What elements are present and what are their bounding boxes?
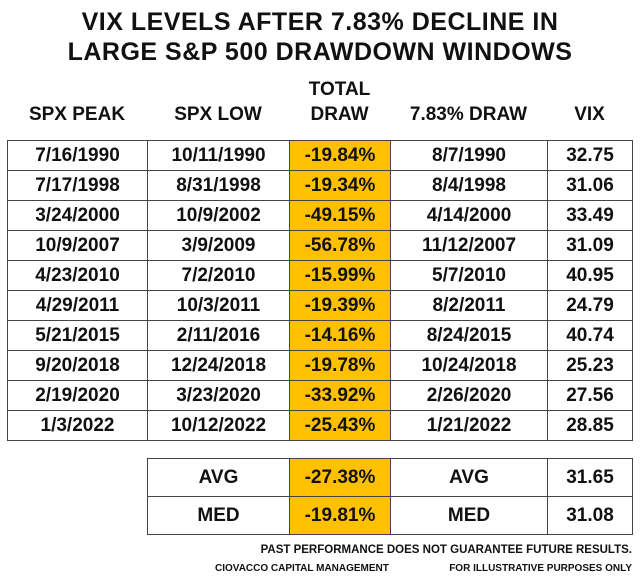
title-line-2: LARGE S&P 500 DRAWDOWN WINDOWS xyxy=(67,38,573,66)
cell-vix: 40.74 xyxy=(547,320,633,351)
cell-783-draw: 10/24/2018 xyxy=(390,350,548,381)
cell-vix: 31.06 xyxy=(547,170,633,201)
cell-spx-low: 10/3/2011 xyxy=(147,290,290,321)
table-row: 5/21/2015 2/11/2016 -14.16% 8/24/2015 40.74 xyxy=(7,320,633,351)
header-vix: VIX xyxy=(574,104,605,125)
table-row: 7/17/1998 8/31/1998 -19.34% 8/4/1998 31.06 xyxy=(7,170,633,201)
table-row: 9/20/2018 12/24/2018 -19.78% 10/24/2018 25.2… xyxy=(7,350,633,381)
header-total-line1: TOTAL xyxy=(308,79,371,100)
cell-total-draw: -49.15% xyxy=(289,200,391,231)
title-line-1: VIX LEVELS AFTER 7.83% DECLINE IN xyxy=(81,8,559,36)
cell-spx-peak: 7/17/1998 xyxy=(7,170,148,201)
cell-spx-low: 8/31/1998 xyxy=(147,170,290,201)
summary-row: AVG -27.38% AVG 31.65 xyxy=(147,458,633,497)
cell-spx-peak: 1/3/2022 xyxy=(7,410,148,441)
cell-vix: 24.79 xyxy=(547,290,633,321)
cell-783-draw: 11/12/2007 xyxy=(390,230,548,261)
cell-783-draw: 4/14/2000 xyxy=(390,200,548,231)
cell-spx-peak: 10/9/2007 xyxy=(7,230,148,261)
header-783-draw: 7.83% DRAW xyxy=(409,104,528,125)
illustrative-note: FOR ILLUSTRATIVE PURPOSES ONLY xyxy=(449,563,632,574)
summary-total-draw: -27.38% xyxy=(289,458,391,497)
cell-783-draw: 8/4/1998 xyxy=(390,170,548,201)
cell-total-draw: -19.34% xyxy=(289,170,391,201)
drawdown-table: 7/16/1990 10/11/1990 -19.84% 8/7/1990 32.75 7… xyxy=(7,140,633,441)
cell-total-draw: -14.16% xyxy=(289,320,391,351)
company-name: CIOVACCO CAPITAL MANAGEMENT xyxy=(215,563,389,574)
summary-table: AVG -27.38% AVG 31.65 MED -19.81% MED 31.08 xyxy=(147,458,633,535)
cell-spx-peak: 7/16/1990 xyxy=(7,140,148,171)
summary-row: MED -19.81% MED 31.08 xyxy=(147,496,633,535)
cell-total-draw: -19.39% xyxy=(289,290,391,321)
table-row: 10/9/2007 3/9/2009 -56.78% 11/12/2007 31.09 xyxy=(7,230,633,261)
cell-vix: 33.49 xyxy=(547,200,633,231)
cell-total-draw: -15.99% xyxy=(289,260,391,291)
cell-spx-low: 3/9/2009 xyxy=(147,230,290,261)
cell-spx-peak: 4/29/2011 xyxy=(7,290,148,321)
cell-spx-peak: 3/24/2000 xyxy=(7,200,148,231)
cell-spx-peak: 9/20/2018 xyxy=(7,350,148,381)
cell-vix: 40.95 xyxy=(547,260,633,291)
cell-783-draw: 8/2/2011 xyxy=(390,290,548,321)
cell-spx-low: 10/12/2022 xyxy=(147,410,290,441)
cell-spx-low: 7/2/2010 xyxy=(147,260,290,291)
table-row: 4/29/2011 10/3/2011 -19.39% 8/2/2011 24.79 xyxy=(7,290,633,321)
cell-vix: 27.56 xyxy=(547,380,633,411)
cell-spx-low: 10/9/2002 xyxy=(147,200,290,231)
summary-label: AVG xyxy=(147,458,290,497)
cell-total-draw: -19.84% xyxy=(289,140,391,171)
cell-spx-peak: 2/19/2020 xyxy=(7,380,148,411)
summary-label-2: AVG xyxy=(390,458,548,497)
cell-vix: 31.09 xyxy=(547,230,633,261)
cell-vix: 32.75 xyxy=(547,140,633,171)
table-row: 3/24/2000 10/9/2002 -49.15% 4/14/2000 33.49 xyxy=(7,200,633,231)
header-total-line2: DRAW xyxy=(310,104,369,125)
header-spx-peak: SPX PEAK xyxy=(28,104,126,125)
cell-spx-peak: 5/21/2015 xyxy=(7,320,148,351)
summary-label: MED xyxy=(147,496,290,535)
cell-total-draw: -25.43% xyxy=(289,410,391,441)
cell-783-draw: 1/21/2022 xyxy=(390,410,548,441)
table-row: 7/16/1990 10/11/1990 -19.84% 8/7/1990 32.75 xyxy=(7,140,633,171)
cell-783-draw: 5/7/2010 xyxy=(390,260,548,291)
cell-spx-low: 2/11/2016 xyxy=(147,320,290,351)
cell-total-draw: -56.78% xyxy=(289,230,391,261)
table-row: 1/3/2022 10/12/2022 -25.43% 1/21/2022 28.85 xyxy=(7,410,633,441)
summary-total-draw: -19.81% xyxy=(289,496,391,535)
header-spx-low: SPX LOW xyxy=(174,104,262,125)
summary-vix: 31.65 xyxy=(547,458,633,497)
cell-vix: 28.85 xyxy=(547,410,633,441)
cell-spx-low: 12/24/2018 xyxy=(147,350,290,381)
cell-vix: 25.23 xyxy=(547,350,633,381)
cell-total-draw: -19.78% xyxy=(289,350,391,381)
cell-783-draw: 2/26/2020 xyxy=(390,380,548,411)
cell-783-draw: 8/24/2015 xyxy=(390,320,548,351)
cell-spx-low: 3/23/2020 xyxy=(147,380,290,411)
cell-spx-low: 10/11/1990 xyxy=(147,140,290,171)
disclaimer: PAST PERFORMANCE DOES NOT GUARANTEE FUTU… xyxy=(260,544,632,556)
cell-total-draw: -33.92% xyxy=(289,380,391,411)
cell-spx-peak: 4/23/2010 xyxy=(7,260,148,291)
summary-vix: 31.08 xyxy=(547,496,633,535)
table-row: 2/19/2020 3/23/2020 -33.92% 2/26/2020 27.56 xyxy=(7,380,633,411)
summary-label-2: MED xyxy=(390,496,548,535)
cell-783-draw: 8/7/1990 xyxy=(390,140,548,171)
table-row: 4/23/2010 7/2/2010 -15.99% 5/7/2010 40.95 xyxy=(7,260,633,291)
